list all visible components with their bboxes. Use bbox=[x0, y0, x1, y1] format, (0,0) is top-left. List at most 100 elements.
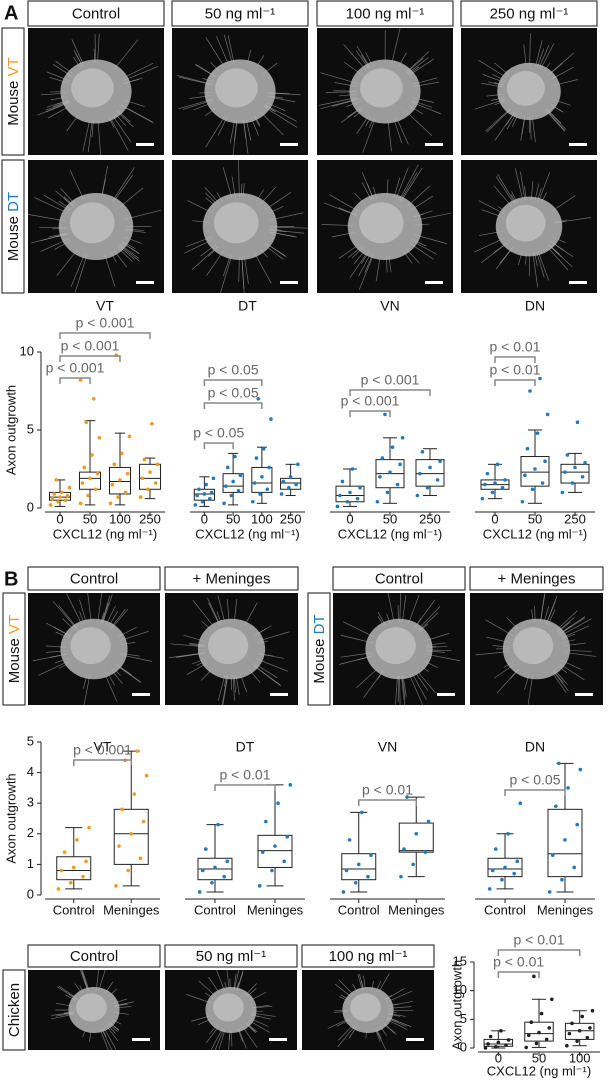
x-axis-label: CXCL12 (ng ml⁻¹) bbox=[487, 1063, 591, 1078]
data-point bbox=[75, 838, 79, 842]
explant-core bbox=[512, 627, 554, 665]
axon bbox=[97, 592, 103, 623]
data-point bbox=[260, 475, 264, 479]
column-header-box bbox=[27, 566, 161, 591]
data-point bbox=[132, 792, 137, 796]
axon bbox=[540, 43, 555, 70]
column-header: + Meninges bbox=[498, 570, 576, 587]
axon bbox=[70, 253, 85, 287]
x-tick-label: 250 bbox=[419, 511, 441, 526]
data-point bbox=[493, 1045, 498, 1049]
x-tick-label: 50 bbox=[528, 511, 542, 526]
data-point bbox=[580, 1014, 585, 1019]
data-point bbox=[146, 487, 150, 492]
box bbox=[487, 857, 523, 878]
scale-bar bbox=[437, 693, 455, 696]
data-point bbox=[565, 1043, 569, 1048]
axon bbox=[104, 673, 118, 702]
data-point bbox=[129, 832, 134, 836]
data-point bbox=[578, 767, 583, 772]
row-label-species: Mouse bbox=[311, 639, 328, 684]
significance-label: p < 0.05 bbox=[208, 385, 259, 401]
axon bbox=[540, 592, 546, 623]
axon bbox=[546, 109, 567, 131]
data-point bbox=[428, 465, 432, 470]
significance-bracket bbox=[203, 379, 263, 386]
data-point bbox=[252, 481, 257, 485]
axon bbox=[232, 675, 235, 701]
axon bbox=[395, 675, 398, 706]
axon bbox=[101, 595, 111, 624]
data-point bbox=[153, 481, 158, 485]
data-point bbox=[426, 819, 431, 824]
box bbox=[251, 466, 273, 493]
data-point bbox=[138, 856, 143, 861]
x-tick-label: Meninges bbox=[103, 902, 160, 917]
data-point bbox=[540, 481, 545, 485]
box bbox=[524, 1021, 554, 1042]
axon bbox=[104, 254, 116, 287]
column-header-box bbox=[469, 566, 604, 591]
axon bbox=[496, 668, 519, 694]
box bbox=[113, 808, 149, 865]
data-point bbox=[148, 470, 152, 474]
data-point bbox=[236, 489, 241, 493]
explant-core bbox=[213, 202, 259, 244]
y-tick-label: 0 bbox=[27, 499, 34, 514]
data-point bbox=[257, 884, 262, 888]
chart-title: DT bbox=[238, 298, 257, 314]
box bbox=[483, 1038, 514, 1047]
data-point bbox=[493, 481, 497, 485]
axon bbox=[355, 666, 380, 689]
data-point bbox=[63, 498, 68, 503]
axon bbox=[408, 594, 420, 624]
data-point bbox=[294, 482, 298, 487]
row-label: Mouse DT bbox=[311, 614, 328, 683]
axon bbox=[357, 973, 363, 991]
x-tick-label: 50 bbox=[532, 1050, 546, 1065]
data-point bbox=[200, 868, 205, 873]
column-header: 100 ng ml⁻¹ bbox=[346, 5, 425, 22]
x-tick-label: 0 bbox=[346, 511, 353, 526]
data-point bbox=[503, 478, 507, 482]
scale-bar bbox=[425, 281, 443, 284]
data-point bbox=[560, 490, 565, 495]
axon bbox=[79, 599, 87, 624]
axon bbox=[520, 171, 526, 201]
data-point bbox=[567, 1031, 572, 1036]
data-point bbox=[425, 485, 430, 490]
axon bbox=[220, 255, 233, 294]
data-point bbox=[515, 859, 520, 864]
x-tick-label: 50 bbox=[383, 511, 397, 526]
data-point bbox=[435, 478, 440, 482]
data-point bbox=[547, 890, 552, 894]
data-point bbox=[411, 862, 415, 867]
axon bbox=[87, 592, 92, 623]
data-point bbox=[50, 496, 55, 501]
axon bbox=[238, 1028, 247, 1049]
axon bbox=[263, 106, 298, 128]
data-point bbox=[524, 1045, 528, 1050]
data-point bbox=[81, 874, 85, 879]
axon bbox=[343, 44, 367, 71]
data-point bbox=[112, 462, 117, 467]
data-point bbox=[273, 844, 277, 848]
data-point bbox=[95, 471, 100, 476]
y-axis-label: Axon outgrowth bbox=[449, 960, 464, 1050]
axon bbox=[495, 176, 515, 205]
axon bbox=[497, 173, 516, 204]
axon bbox=[226, 598, 230, 623]
data-point bbox=[117, 844, 121, 848]
box bbox=[415, 459, 445, 487]
significance-bracket bbox=[214, 784, 276, 791]
axon bbox=[238, 159, 240, 197]
significance-label: p < 0.001 bbox=[341, 393, 400, 409]
data-point bbox=[150, 421, 154, 426]
data-point bbox=[499, 1029, 503, 1033]
data-point bbox=[204, 482, 208, 487]
data-point bbox=[395, 482, 400, 487]
row-label-species: Mouse bbox=[6, 638, 23, 683]
explant-core bbox=[375, 627, 416, 665]
data-point bbox=[400, 436, 405, 440]
significance-bracket bbox=[349, 389, 431, 396]
